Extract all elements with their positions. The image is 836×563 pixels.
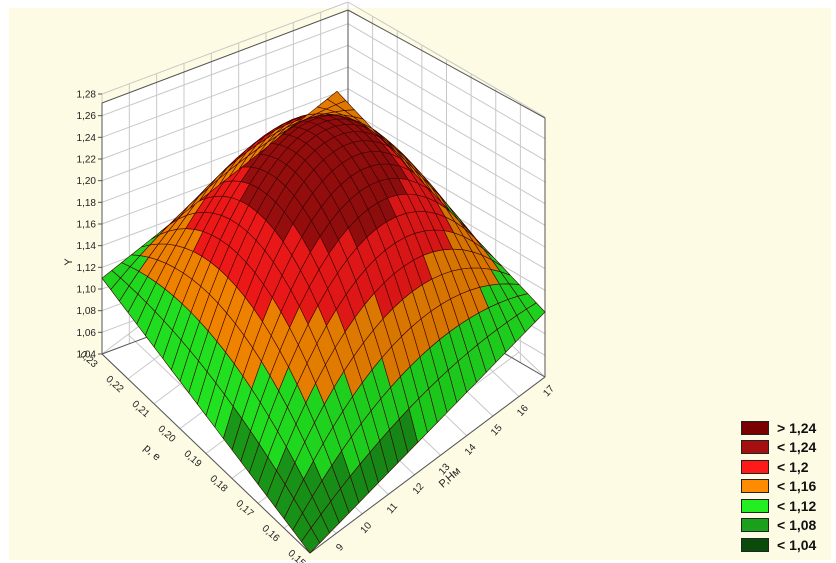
z-tick-label: 1,04	[77, 350, 97, 361]
z-tick-label: 1,08	[77, 306, 97, 317]
y-tick-label: 0,22	[104, 374, 126, 395]
grid-line	[101, 44, 349, 138]
legend-item: > 1,24	[741, 418, 836, 438]
y-tick-label: 0,16	[260, 523, 282, 544]
legend-swatch	[741, 537, 769, 552]
legend-label: < 1,08	[777, 517, 817, 534]
grid-line	[101, 66, 349, 160]
z-tick-label: 1,28	[77, 90, 97, 101]
y-tick-label: 0,20	[156, 424, 178, 445]
z-tick-label: 1,14	[77, 241, 97, 252]
x-tick-label: 16	[515, 403, 531, 419]
z-tick-label: 1,20	[77, 176, 97, 187]
legend-swatch	[741, 498, 769, 513]
z-tick-label: 1,22	[77, 155, 97, 166]
x-tick-label: 11	[385, 501, 400, 516]
legend-label: < 1,12	[777, 497, 817, 514]
x-tick-label: 15	[489, 422, 505, 438]
legend-swatch	[741, 420, 769, 435]
y-tick-label: 0,21	[130, 399, 152, 420]
z-tick-label: 1,24	[77, 133, 97, 144]
y-tick-label: 0,23	[78, 349, 100, 370]
x-tick-label: 10	[359, 520, 375, 536]
z-tick-label: 1,06	[77, 328, 97, 339]
legend-label: < 1,24	[777, 439, 817, 456]
x-tick-label: 9	[334, 542, 346, 554]
x-tick-label: 17	[541, 383, 557, 399]
legend-swatch	[741, 518, 769, 533]
legend-swatch	[741, 440, 769, 455]
legend-label: > 1,24	[777, 419, 817, 436]
z-tick-label: 1,16	[77, 220, 97, 231]
axis-edge	[347, 9, 546, 119]
legend-swatch	[741, 459, 769, 474]
y-tick-label: 0,19	[182, 449, 204, 470]
grid-line	[101, 88, 349, 182]
z-tick-label: 1,26	[77, 111, 97, 122]
surface-cell	[326, 90, 347, 105]
z-tick-label: 1,12	[77, 263, 97, 274]
legend-item: < 1,12	[741, 496, 836, 516]
y-tick-label: 0,15	[286, 548, 308, 563]
legend-item: < 1,24	[741, 438, 836, 458]
axis-edge	[101, 9, 349, 104]
legend: > 1,24 < 1,24 < 1,2 < 1,16 < 1,12 < 1,08…	[741, 418, 836, 555]
axis-edge	[101, 353, 311, 554]
x-tick-label: 14	[463, 442, 479, 458]
x-tick-label: 12	[411, 481, 427, 497]
legend-item: < 1,08	[741, 516, 836, 536]
axis-edge	[309, 376, 546, 554]
legend-swatch	[741, 479, 769, 494]
z-tick-label: 1,18	[77, 198, 97, 209]
legend-label: < 1,04	[777, 536, 817, 553]
y-axis-label: р, e	[141, 442, 163, 463]
z-tick-label: 1,10	[77, 285, 97, 296]
y-tick-label: 0,18	[208, 473, 230, 494]
legend-item: < 1,16	[741, 477, 836, 497]
legend-item: < 1,04	[741, 535, 836, 555]
grid-line	[101, 1, 349, 95]
legend-item: < 1,2	[741, 457, 836, 477]
legend-label: < 1,2	[777, 458, 809, 475]
legend-label: < 1,16	[777, 478, 817, 495]
y-tick-label: 0,17	[234, 498, 256, 519]
grid-line	[101, 23, 349, 117]
z-axis-label: Y	[63, 258, 75, 266]
